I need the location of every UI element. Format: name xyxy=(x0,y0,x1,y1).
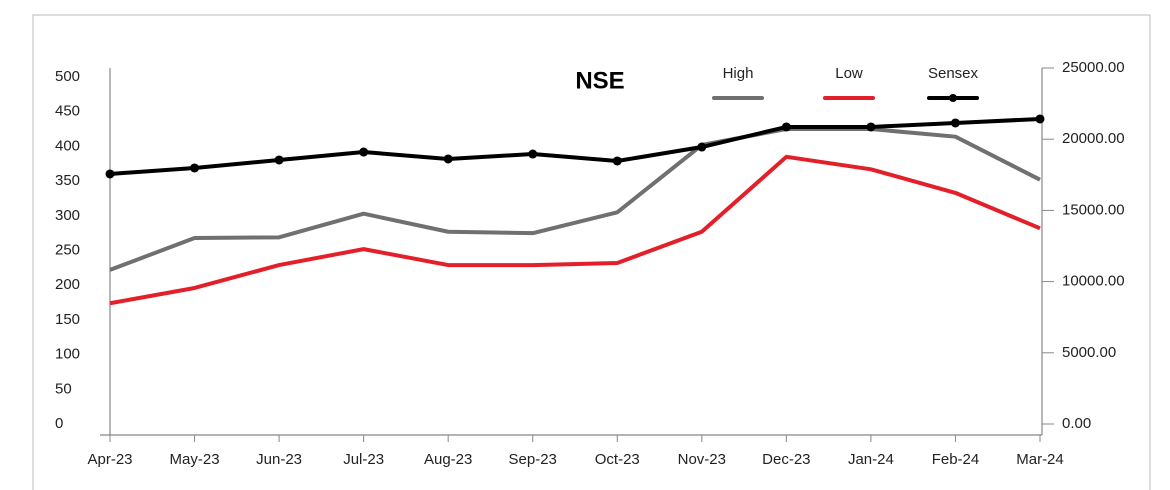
y2-tick-label: 0.00 xyxy=(1062,415,1091,432)
y-tick-label: 50 xyxy=(55,380,72,397)
x-tick-label: Aug-23 xyxy=(424,451,472,468)
x-tick-label: Feb-24 xyxy=(932,451,980,468)
y2-tick-label: 10000.00 xyxy=(1062,273,1125,290)
y-tick-label: 300 xyxy=(55,207,80,224)
frame xyxy=(32,14,1151,490)
y2-tick-label: 15000.00 xyxy=(1062,201,1125,218)
y-tick-label: 400 xyxy=(55,137,80,154)
marker xyxy=(274,155,284,165)
legend-label: Sensex xyxy=(928,65,979,82)
marker xyxy=(866,122,876,132)
x-tick-label: Apr-23 xyxy=(87,451,132,468)
y-tick-label: 250 xyxy=(55,241,80,258)
x-tick-label: Mar-24 xyxy=(1016,451,1064,468)
legend-label: High xyxy=(723,65,754,82)
marker xyxy=(1035,114,1045,124)
y-tick-label: 500 xyxy=(55,68,80,85)
legend-marker xyxy=(949,94,957,102)
marker xyxy=(105,169,115,179)
marker xyxy=(528,149,538,159)
x-tick-label: Nov-23 xyxy=(678,451,726,468)
x-tick-label: Jun-23 xyxy=(256,451,302,468)
marker xyxy=(443,154,453,164)
y-tick-label: 450 xyxy=(55,103,80,120)
x-tick-label: Jul-23 xyxy=(343,451,384,468)
y-tick-label: 150 xyxy=(55,311,80,328)
x-tick-label: Sep-23 xyxy=(509,451,557,468)
y2-tick-label: 25000.00 xyxy=(1062,59,1125,76)
series-line xyxy=(109,116,1041,176)
series-line xyxy=(109,127,1041,272)
marker xyxy=(190,163,200,173)
marker xyxy=(359,147,369,157)
marker xyxy=(697,142,707,152)
marker xyxy=(950,118,960,128)
x-tick-label: Oct-23 xyxy=(595,451,640,468)
x-tick-label: Jan-24 xyxy=(848,451,894,468)
y2-tick-label: 5000.00 xyxy=(1062,344,1116,361)
y-tick-label: 200 xyxy=(55,276,80,293)
x-tick-label: May-23 xyxy=(170,451,220,468)
chart-title: NSE xyxy=(575,67,624,94)
marker xyxy=(781,122,791,132)
x-tick-label: Dec-23 xyxy=(762,451,810,468)
y2-tick-label: 20000.00 xyxy=(1062,130,1125,147)
y-tick-label: 100 xyxy=(55,346,80,363)
y-tick-label: 0 xyxy=(55,415,63,432)
legend-label: Low xyxy=(835,65,863,82)
series-line xyxy=(109,154,1041,306)
y-tick-label: 350 xyxy=(55,172,80,189)
marker xyxy=(612,156,622,166)
